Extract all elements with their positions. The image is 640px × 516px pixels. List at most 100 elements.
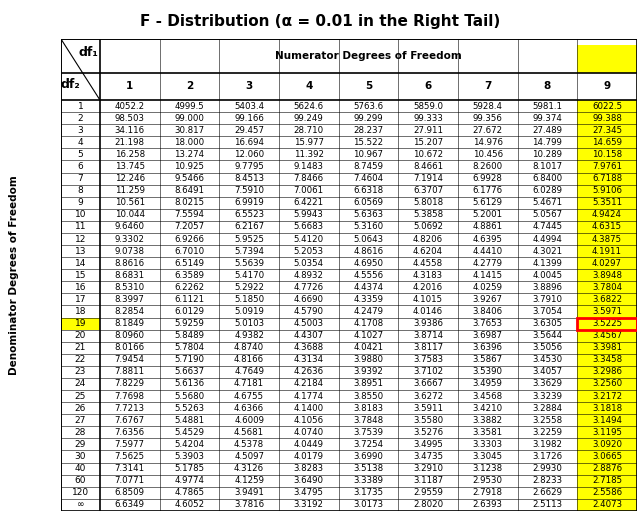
Text: 28.237: 28.237: [353, 126, 383, 135]
Bar: [577, 197, 637, 209]
Text: 20: 20: [75, 331, 86, 340]
Text: 4.0146: 4.0146: [413, 307, 443, 316]
Text: 4.6755: 4.6755: [234, 392, 264, 400]
Text: 4.3688: 4.3688: [294, 343, 324, 352]
Text: 3.8283: 3.8283: [294, 464, 324, 473]
Text: 3.5971: 3.5971: [592, 307, 622, 316]
Text: 3.4567: 3.4567: [592, 331, 622, 340]
Text: 6.1121: 6.1121: [174, 295, 205, 304]
Text: 4: 4: [77, 138, 83, 147]
Text: 99.333: 99.333: [413, 114, 443, 123]
Text: 4052.2: 4052.2: [115, 102, 145, 110]
Text: 3.9392: 3.9392: [353, 367, 383, 376]
Text: 4999.5: 4999.5: [175, 102, 204, 110]
Text: 4.6204: 4.6204: [413, 247, 443, 255]
Text: 2.4073: 2.4073: [592, 501, 622, 509]
Text: 3.4568: 3.4568: [472, 392, 503, 400]
Text: 14.976: 14.976: [473, 138, 502, 147]
Text: 4.1708: 4.1708: [353, 319, 383, 328]
Text: 6022.5: 6022.5: [592, 102, 622, 110]
Text: 5.9106: 5.9106: [592, 186, 622, 195]
Text: 3.7583: 3.7583: [413, 356, 443, 364]
Text: 4.2184: 4.2184: [294, 379, 324, 389]
Text: 5.4881: 5.4881: [174, 416, 205, 425]
Text: 3.7848: 3.7848: [353, 416, 383, 425]
Text: 6.9919: 6.9919: [234, 198, 264, 207]
Text: 3.0920: 3.0920: [592, 440, 622, 449]
Text: 24: 24: [75, 379, 86, 389]
Text: 6.3707: 6.3707: [413, 186, 443, 195]
Text: 7.8811: 7.8811: [115, 367, 145, 376]
Text: 27.489: 27.489: [532, 126, 563, 135]
Text: 12.246: 12.246: [115, 174, 145, 183]
Text: 27.345: 27.345: [592, 126, 622, 135]
Text: 8.1017: 8.1017: [532, 162, 563, 171]
Text: 5.6136: 5.6136: [174, 379, 205, 389]
Text: df₁: df₁: [78, 46, 98, 59]
Text: 3.3981: 3.3981: [592, 343, 622, 352]
Text: 7.5594: 7.5594: [175, 211, 204, 219]
Text: 2.7918: 2.7918: [473, 488, 502, 497]
Text: 5.6637: 5.6637: [174, 367, 205, 376]
Text: 3.6990: 3.6990: [353, 452, 383, 461]
Text: 8.2600: 8.2600: [472, 162, 503, 171]
Text: 5.5639: 5.5639: [234, 259, 264, 268]
Text: 3.5867: 3.5867: [472, 356, 503, 364]
Text: 3.2172: 3.2172: [592, 392, 622, 400]
Text: 11.392: 11.392: [294, 150, 324, 159]
Text: 4.0297: 4.0297: [592, 259, 622, 268]
Text: 3.1238: 3.1238: [472, 464, 503, 473]
Text: 34.116: 34.116: [115, 126, 145, 135]
Text: 4.2479: 4.2479: [353, 307, 383, 316]
Bar: [577, 342, 637, 354]
Text: 3.7910: 3.7910: [532, 295, 563, 304]
Text: 30: 30: [75, 452, 86, 461]
Text: 4.3134: 4.3134: [294, 356, 324, 364]
Text: 3.7054: 3.7054: [532, 307, 563, 316]
Text: 8.6831: 8.6831: [115, 271, 145, 280]
Text: 10.044: 10.044: [115, 211, 145, 219]
Text: 4.3183: 4.3183: [413, 271, 443, 280]
Text: 7.7213: 7.7213: [115, 404, 145, 413]
Text: 40: 40: [75, 464, 86, 473]
Text: 27.911: 27.911: [413, 126, 443, 135]
Text: 6.0129: 6.0129: [175, 307, 204, 316]
Text: 10.967: 10.967: [353, 150, 383, 159]
Text: 99.299: 99.299: [353, 114, 383, 123]
Bar: [577, 317, 637, 330]
Text: 12: 12: [75, 234, 86, 244]
Text: 8: 8: [544, 82, 551, 91]
Text: 3.2560: 3.2560: [592, 379, 622, 389]
Text: 7: 7: [484, 82, 492, 91]
Text: 4.2779: 4.2779: [473, 259, 502, 268]
Text: 3.3192: 3.3192: [294, 501, 324, 509]
Bar: [577, 112, 637, 124]
Text: 3: 3: [246, 82, 253, 91]
Text: 8.4513: 8.4513: [234, 174, 264, 183]
Text: 16.258: 16.258: [115, 150, 145, 159]
Text: 6.1776: 6.1776: [472, 186, 503, 195]
Text: 10.456: 10.456: [472, 150, 503, 159]
Text: 7.0061: 7.0061: [294, 186, 324, 195]
Text: 4.0421: 4.0421: [353, 343, 383, 352]
Text: 7: 7: [77, 174, 83, 183]
Text: 4.6009: 4.6009: [234, 416, 264, 425]
Text: 8.4661: 8.4661: [413, 162, 443, 171]
Text: 22: 22: [75, 356, 86, 364]
Text: 15: 15: [75, 271, 86, 280]
Text: 10: 10: [75, 211, 86, 219]
Bar: [577, 149, 637, 160]
Text: 3.3389: 3.3389: [353, 476, 383, 485]
Text: 6.5149: 6.5149: [175, 259, 204, 268]
Text: 4.7865: 4.7865: [174, 488, 205, 497]
Text: 3.6396: 3.6396: [473, 343, 502, 352]
Text: 8.7459: 8.7459: [353, 162, 383, 171]
Text: 3.9880: 3.9880: [353, 356, 383, 364]
Bar: [577, 233, 637, 245]
Text: 3.1494: 3.1494: [592, 416, 622, 425]
Text: 3.9491: 3.9491: [234, 488, 264, 497]
Text: 6.8509: 6.8509: [115, 488, 145, 497]
Text: 2.5113: 2.5113: [532, 501, 563, 509]
Text: 3.7539: 3.7539: [353, 428, 383, 437]
Text: 16: 16: [75, 283, 86, 292]
